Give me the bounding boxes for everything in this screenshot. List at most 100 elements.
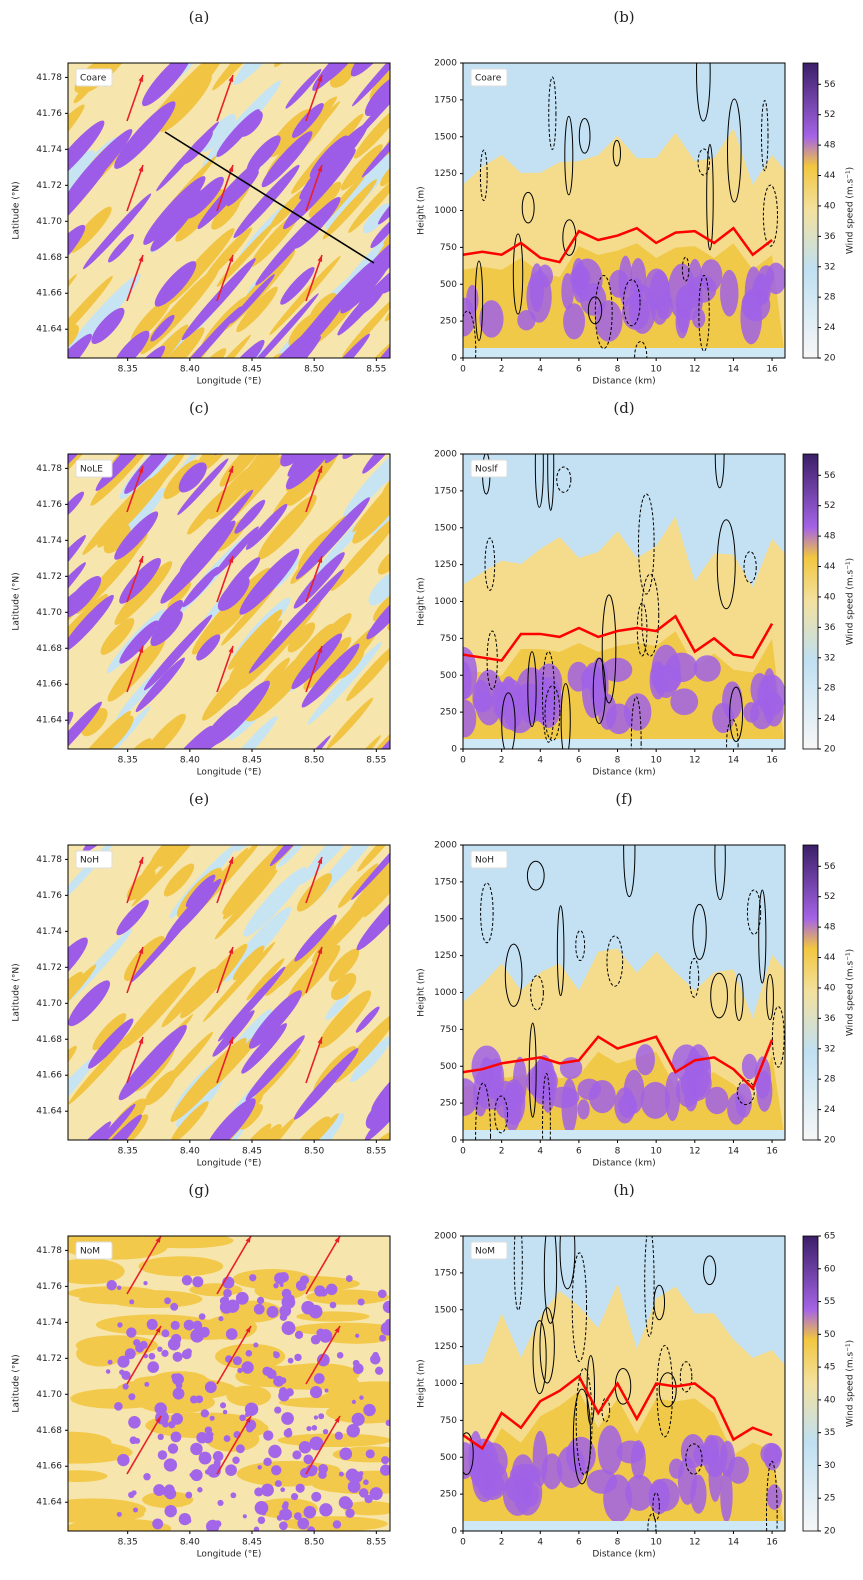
streak <box>187 486 231 535</box>
blob <box>382 1467 390 1475</box>
streak <box>294 914 337 962</box>
blob <box>223 1435 231 1442</box>
contour <box>601 594 617 704</box>
streak <box>351 63 390 107</box>
streak <box>325 144 390 230</box>
streak <box>318 990 372 1049</box>
streak <box>161 968 215 1028</box>
y-tick-label: 41.66 <box>36 680 62 690</box>
x-tick-label: 8.45 <box>242 756 262 766</box>
streak <box>131 845 207 907</box>
streak <box>245 809 272 837</box>
streak <box>337 863 379 908</box>
colorbar <box>802 453 819 750</box>
streak <box>233 864 277 912</box>
x-tick-label: 8 <box>615 756 621 766</box>
colorbar-tick-label: 52 <box>824 892 835 902</box>
blob <box>152 1518 164 1530</box>
streak <box>227 716 278 749</box>
panel-label: (f) <box>615 790 632 808</box>
wind-arrow-head <box>155 1236 161 1243</box>
colorbar-tick-label: 25 <box>824 1494 835 1504</box>
x-tick-label: 10 <box>650 1538 662 1548</box>
x-tick-label: 8.35 <box>118 756 138 766</box>
blob <box>351 1399 357 1405</box>
colorbar-tick-label: 40 <box>824 1395 836 1405</box>
y-tick-label: 250 <box>440 317 457 327</box>
streak <box>103 524 131 554</box>
blob <box>164 1504 177 1518</box>
core <box>649 270 671 325</box>
y-tick-label: 250 <box>440 708 457 718</box>
annotation-box <box>75 68 113 87</box>
blob <box>150 1319 156 1325</box>
streak <box>216 109 260 158</box>
contour <box>762 184 778 247</box>
streak <box>143 176 206 245</box>
streak <box>120 966 196 1050</box>
x-axis-label: Distance (km) <box>592 768 655 778</box>
streak <box>156 121 219 192</box>
streak <box>114 511 159 560</box>
blob <box>351 1412 365 1426</box>
blob <box>225 1464 237 1477</box>
streak <box>214 869 278 940</box>
blob <box>249 1274 257 1282</box>
x-tick-label: 8.35 <box>118 365 138 375</box>
wind-arrow <box>126 74 144 122</box>
colorbar-tick-label: 20 <box>824 1527 836 1537</box>
x-tick-label: 2 <box>499 365 505 375</box>
colorbar-tick-label: 20 <box>824 745 836 755</box>
streak <box>226 1385 271 1407</box>
blob <box>303 1454 314 1465</box>
x-tick-label: 8 <box>615 365 621 375</box>
colorbar-tick-label: 28 <box>824 293 836 303</box>
core <box>664 1072 681 1122</box>
x-tick-label: 10 <box>650 756 662 766</box>
streak <box>373 454 390 514</box>
colorbar-tick-label: 32 <box>824 653 835 663</box>
x-tick-label: 12 <box>689 756 700 766</box>
x-tick-label: 8.50 <box>304 365 324 375</box>
blob <box>192 1320 203 1331</box>
streak <box>194 291 228 329</box>
annotation: NoLE <box>80 465 103 475</box>
streak <box>213 526 259 577</box>
blob <box>232 1356 243 1366</box>
streak <box>138 1256 224 1277</box>
y-tick-label: 41.66 <box>36 1071 62 1081</box>
streak <box>68 1505 145 1523</box>
contour <box>758 889 767 984</box>
blob <box>279 1305 292 1317</box>
streak <box>234 499 266 534</box>
streak <box>68 128 133 207</box>
streak <box>119 620 159 664</box>
blob <box>256 1296 265 1305</box>
streak <box>82 193 152 270</box>
colorbar-tick-label: 44 <box>824 171 836 181</box>
streak <box>197 160 260 230</box>
streak <box>148 725 213 749</box>
x-tick-label: 8.40 <box>180 365 200 375</box>
y-axis-label: Latitude (°N) <box>12 181 22 239</box>
blob <box>325 1283 338 1296</box>
contour <box>539 1307 555 1384</box>
blob <box>298 1441 312 1454</box>
blob <box>245 1349 253 1357</box>
x-axis-label: Longitude (°E) <box>197 1550 262 1560</box>
streak <box>226 170 259 207</box>
wind-arrow <box>305 164 323 212</box>
x-axis-label: Longitude (°E) <box>197 377 262 387</box>
blob <box>319 1503 333 1517</box>
panel: NoH 8.35 8.40 8.45 8.50 8.55 41.64 41.66 41.68 41… <box>12 809 391 1169</box>
contour <box>714 454 725 489</box>
contour <box>716 519 736 610</box>
blob <box>198 1451 212 1465</box>
contour <box>710 972 728 1019</box>
streak <box>69 206 112 253</box>
streak <box>245 503 288 550</box>
blob <box>239 1414 246 1422</box>
blob <box>161 1349 169 1357</box>
streak <box>135 657 185 713</box>
blob <box>382 1300 390 1314</box>
